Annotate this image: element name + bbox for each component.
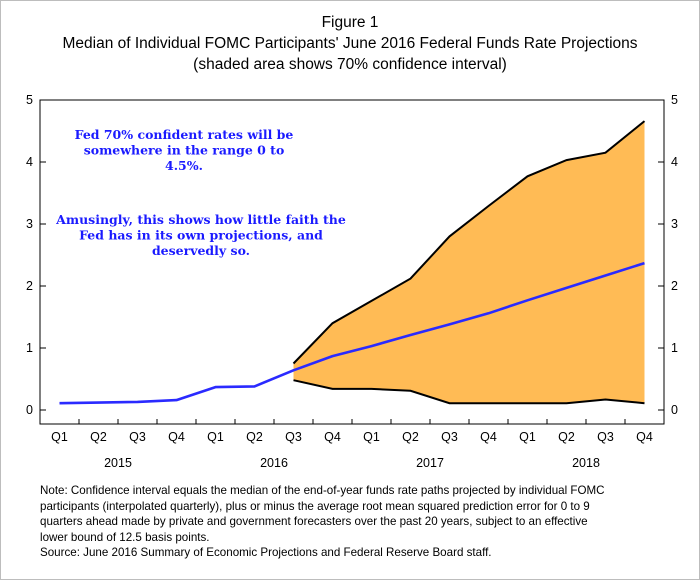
line-chart: 0 0 1 1 2 2 3 3 4 4 5 5 Q1 Q2 Q3 Q4 Q1 Q2 Q3 Q4 Q1 Q2 Q3 Q4 Q1 Q2… (26, 93, 678, 470)
chart-subtitle-confidence: (shaded area shows 70% confidence interv… (193, 56, 507, 73)
x-tick-label: Q2 (402, 430, 419, 444)
y-tick-label-right: 0 (671, 403, 678, 417)
annotation-text: Fed has in its own projections, and (79, 228, 323, 243)
x-tick-label: Q4 (324, 430, 341, 444)
chart-subtitle: Median of Individual FOMC Participants' … (62, 35, 638, 52)
y-tick-label-right: 4 (671, 155, 678, 169)
x-tick-label: Q3 (285, 430, 302, 444)
x-tick-label: Q4 (480, 430, 497, 444)
x-tick-label: Q4 (636, 430, 653, 444)
chart-titles: Figure 1 Median of Individual FOMC Parti… (0, 12, 700, 75)
y-tick-label-left: 4 (26, 155, 33, 169)
confidence-band (293, 121, 645, 404)
x-tick-label: Q1 (207, 430, 224, 444)
x-tick-label: Q2 (90, 430, 107, 444)
annotation-text: Fed 70% confident rates will be (75, 127, 294, 142)
note-line-4: lower bound of 12.5 basis points. (40, 530, 210, 544)
chart-notes: Note: Confidence interval equals the med… (40, 483, 690, 561)
y-tick-label-left: 3 (26, 217, 33, 231)
y-tick-label-left: 5 (26, 93, 33, 107)
annotation-text: deservedly so. (152, 243, 250, 258)
annotation-text: 4.5%. (165, 158, 203, 173)
source-line: Source: June 2016 Summary of Economic Pr… (40, 546, 492, 559)
x-tick-label: Q3 (441, 430, 458, 444)
x-tick-label: Q1 (363, 430, 380, 444)
y-tick-label-right: 3 (671, 217, 678, 231)
x-tick-label: Q3 (129, 430, 146, 444)
annotation-text: Amusingly, this shows how little faith t… (55, 212, 346, 227)
chart-title: Figure 1 (321, 14, 379, 31)
y-tick-label-left: 2 (26, 279, 33, 293)
x-tick-label: Q3 (597, 430, 614, 444)
y-tick-label-left: 1 (26, 341, 33, 355)
y-tick-label-right: 1 (671, 341, 678, 355)
annotation-text: somewhere in the range 0 to (84, 143, 285, 158)
band-lower-line (293, 379, 645, 405)
y-tick-label-right: 5 (671, 93, 678, 107)
x-tick-label: Q2 (558, 430, 575, 444)
median-projection-line (59, 261, 645, 405)
note-line-1: Note: Confidence interval equals the med… (40, 484, 605, 497)
x-year-label: 2018 (572, 456, 600, 470)
x-tick-label: Q1 (51, 430, 68, 444)
x-tick-label: Q1 (519, 430, 536, 444)
x-tick-label: Q2 (246, 430, 263, 444)
y-tick-label-left: 0 (26, 403, 33, 417)
x-year-label: 2016 (260, 456, 288, 470)
x-year-label: 2017 (416, 456, 444, 470)
y-tick-label-right: 2 (671, 279, 678, 293)
note-line-2: participants (interpolated quarterly), p… (40, 499, 590, 513)
x-tick-label: Q4 (168, 430, 185, 444)
note-line-3: quarters ahead made by private and gover… (40, 515, 588, 528)
x-year-label: 2015 (104, 456, 132, 470)
band-upper-line (292, 120, 646, 365)
